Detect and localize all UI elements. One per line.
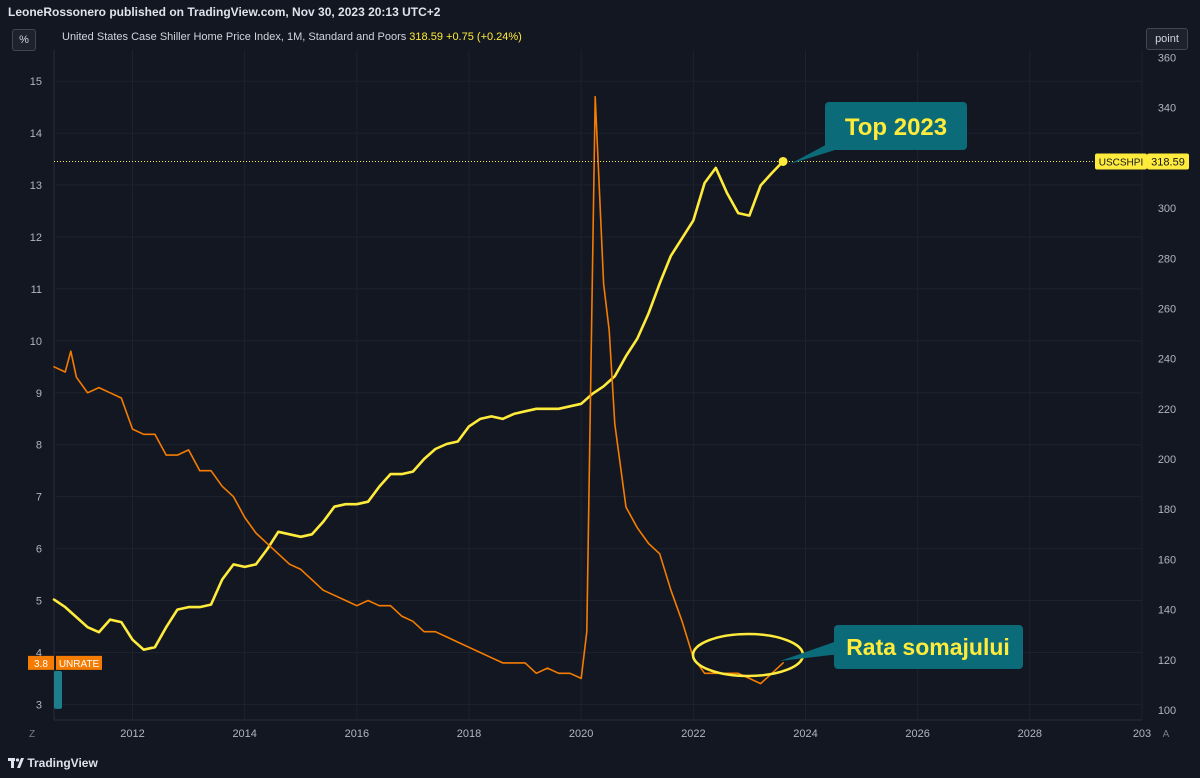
y-right-tick-label: 140 (1158, 605, 1176, 617)
y-left-tick-label: 7 (36, 492, 42, 504)
x-tick-label: 203 (1133, 728, 1151, 740)
y-left-tick-label: 10 (30, 336, 42, 348)
x-tick-label: 2012 (120, 728, 144, 740)
legend-series-title: United States Case Shiller Home Price In… (62, 31, 407, 43)
y-left-tick-label: 12 (30, 232, 42, 244)
y-left-tick-label: 4 (36, 647, 42, 659)
left-last-value-label: 3.8 (34, 659, 48, 670)
last-point-dot (778, 156, 788, 166)
y-right-tick-label: 260 (1158, 303, 1176, 315)
x-tick-label: 2026 (905, 728, 929, 740)
last-value-markers: USCSHPI 318.59 3.8 UNRATE (28, 153, 1189, 709)
x-tick-label: 2016 (345, 728, 369, 740)
y-left-tick-label: 6 (36, 544, 42, 556)
x-tick-label: 2014 (232, 728, 256, 740)
top-2023-callout-box (825, 102, 967, 150)
y-right-tick-label: 200 (1158, 454, 1176, 466)
rata-somajului-callout-text: Rata somajului (846, 634, 1010, 660)
tradingview-brand[interactable]: TradingView (8, 756, 98, 770)
right-scale-unit-button[interactable]: point (1146, 28, 1188, 50)
publisher-text: LeoneRossonero published on TradingView.… (8, 5, 441, 19)
y-right-tick-label: 180 (1158, 504, 1176, 516)
legend-change: +0.75 (+0.24%) (446, 31, 522, 43)
x-tick-label: 2024 (793, 728, 817, 740)
left-series-name-tag (56, 655, 102, 670)
y-left-tick-label: 3 (36, 699, 42, 711)
last-value-label: 318.59 (1151, 156, 1185, 168)
left-last-value-tag (28, 655, 54, 670)
footer-bar: TradingView (0, 750, 1200, 778)
y-left-tick-label: 9 (36, 388, 42, 400)
y-right-tick-label: 120 (1158, 655, 1176, 667)
x-tick-label: 2020 (569, 728, 593, 740)
y-right-tick-label: 340 (1158, 103, 1176, 115)
last-value-tag (1147, 153, 1189, 170)
unemployment-ellipse-highlight (691, 632, 805, 678)
rata-somajului-callout-pointer (780, 640, 840, 661)
top-2023-callout-text: Top 2023 (845, 114, 947, 141)
tradingview-logo-icon (8, 758, 24, 768)
top-2023-callout-pointer (790, 140, 835, 164)
y-left-tick-label: 14 (30, 128, 42, 140)
y-right-tick-label: 280 (1158, 253, 1176, 265)
left-scale-marker (54, 670, 62, 709)
bottom-left-label[interactable]: Z (29, 729, 35, 740)
annotations: Top 2023 Rata somajului (691, 102, 1023, 678)
series-line-unrate (53, 95, 784, 685)
y-left-tick-label: 8 (36, 440, 42, 452)
x-tick-label: 2022 (681, 728, 705, 740)
x-tick-label: 2028 (1018, 728, 1042, 740)
series-name-tag (1095, 153, 1147, 170)
y-right-tick-label: 160 (1158, 554, 1176, 566)
bottom-right-label[interactable]: A (1163, 729, 1170, 740)
left-series-name-label: UNRATE (59, 659, 100, 670)
publisher-header: LeoneRossonero published on TradingView.… (0, 0, 1200, 24)
y-right-tick-label: 220 (1158, 404, 1176, 416)
legend-last-value: 318.59 (409, 31, 443, 43)
y-right-tick-label: 360 (1158, 53, 1176, 65)
y-left-tick-label: 11 (31, 284, 42, 296)
x-tick-label: 2018 (457, 728, 481, 740)
y-left-tick-label: 13 (30, 180, 42, 192)
series-line-uscshpi (52, 160, 785, 651)
series-name-label: USCSHPI (1099, 157, 1143, 168)
left-scale-unit-button[interactable]: % (12, 29, 36, 51)
y-right-tick-label: 300 (1158, 203, 1176, 215)
y-left-tick-label: 5 (36, 596, 42, 608)
rata-somajului-callout-box (834, 625, 1023, 669)
y-right-tick-label: 240 (1158, 354, 1176, 366)
series-legend[interactable]: United States Case Shiller Home Price In… (62, 31, 522, 43)
series-layer (52, 95, 785, 685)
price-chart[interactable]: 2012 2014 2016 2018 2020 2022 2024 2026 2028 203 3… (0, 0, 1200, 750)
y-left-tick-label: 15 (30, 76, 42, 88)
y-right-tick-label: 100 (1158, 705, 1176, 717)
